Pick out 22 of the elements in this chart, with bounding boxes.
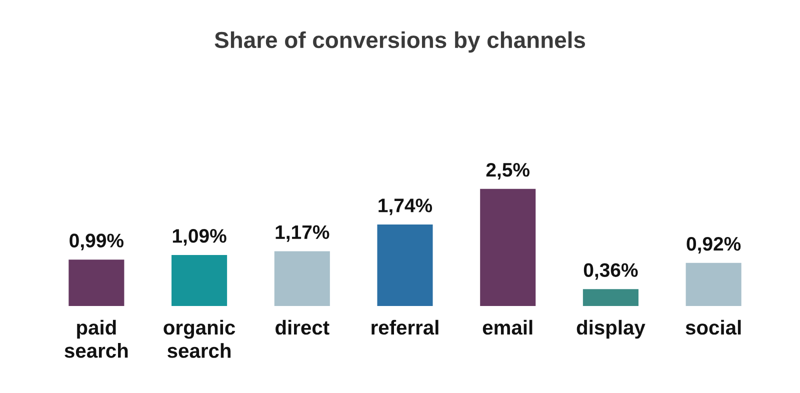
x-tick-label: display [576, 320, 646, 339]
bar [172, 254, 228, 306]
data-label: 0,36% [584, 263, 638, 280]
x-tick-label: paid search [64, 320, 128, 358]
bar [68, 260, 124, 306]
data-label: 0,92% [686, 236, 741, 254]
bar [274, 251, 330, 306]
bar [480, 188, 536, 306]
data-label: 1,09% [172, 229, 226, 246]
data-label: 1,74% [378, 198, 432, 216]
x-tick-label: direct [276, 320, 330, 335]
chart-title: Share of conversions by channels [214, 31, 586, 53]
bar [582, 289, 638, 306]
x-tick-label: organic search [164, 320, 236, 358]
x-tick-label: referral [372, 320, 438, 335]
data-label: 0,99% [70, 234, 124, 250]
bar [377, 224, 433, 306]
bar [686, 262, 742, 306]
x-tick-label: social [686, 320, 741, 335]
x-tick-label: email [482, 320, 532, 335]
data-label: 2,5% [486, 162, 530, 180]
data-label: 1,17% [276, 225, 330, 242]
